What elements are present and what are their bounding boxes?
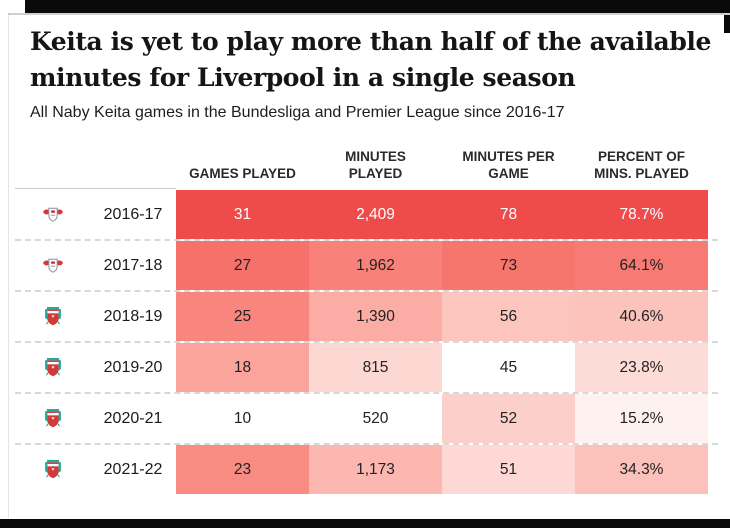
- minutes-played-cell: 1,173: [309, 445, 442, 494]
- percent-mins-cell: 15.2%: [575, 394, 708, 443]
- rb-leipzig-crest-icon: [42, 207, 64, 222]
- minutes-per-game-cell: 52: [442, 394, 575, 443]
- table-row-2016-17: 2016-17 31 2,409 78 78.7%: [15, 190, 718, 239]
- minutes-played-cell: 1,390: [309, 292, 442, 341]
- games-played-cell: 27: [176, 241, 309, 290]
- table-row-2021-22: 2021-22 23 1,173 51 34.3%: [15, 443, 718, 494]
- table-top-rule: [15, 188, 176, 189]
- table-row-2018-19: 2018-19 25 1,390 56 40.6%: [15, 290, 718, 341]
- club-crest: [15, 343, 90, 392]
- season-label: 2017-18: [103, 256, 163, 274]
- games-played-cell: 31: [176, 190, 309, 239]
- column-header-percent-mins: PERCENT OF MINS. PLAYED: [594, 149, 689, 181]
- games-played-cell: 23: [176, 445, 309, 494]
- table-row-2019-20: 2019-20 18 815 45 23.8%: [15, 341, 718, 392]
- season-label: 2016-17: [103, 205, 163, 223]
- percent-mins-cell: 78.7%: [575, 190, 708, 239]
- season-label: 2020-21: [103, 409, 163, 427]
- club-crest: [15, 394, 90, 443]
- minutes-per-game-cell: 73: [442, 241, 575, 290]
- bottom-frame-bar: [0, 519, 730, 528]
- minutes-played-cell: 2,409: [309, 190, 442, 239]
- club-crest: [15, 241, 90, 290]
- heatmap-table: 2016-17 31 2,409 78 78.7% 2017-18 27 1,9…: [15, 190, 718, 494]
- liverpool-crest-icon: [45, 409, 61, 428]
- minutes-per-game-cell: 56: [442, 292, 575, 341]
- minutes-per-game-cell: 45: [442, 343, 575, 392]
- percent-mins-cell: 23.8%: [575, 343, 708, 392]
- top-divider-line: [8, 13, 730, 15]
- top-frame-bar: [25, 0, 730, 13]
- chart-subtitle: All Naby Keita games in the Bundesliga a…: [30, 104, 565, 121]
- season-label: 2021-22: [103, 460, 163, 478]
- season-label: 2019-20: [103, 358, 163, 376]
- percent-mins-cell: 64.1%: [575, 241, 708, 290]
- club-crest: [15, 445, 90, 494]
- left-edge-line: [8, 15, 9, 518]
- column-header-minutes-per-game: MINUTES PER GAME: [462, 149, 555, 181]
- table-row-2017-18: 2017-18 27 1,962 73 64.1%: [15, 239, 718, 290]
- top-right-frame-notch: [724, 0, 730, 33]
- percent-mins-cell: 40.6%: [575, 292, 708, 341]
- season-label: 2018-19: [103, 307, 163, 325]
- minutes-per-game-cell: 51: [442, 445, 575, 494]
- rb-leipzig-crest-icon: [42, 258, 64, 273]
- liverpool-crest-icon: [45, 460, 61, 479]
- minutes-per-game-cell: 78: [442, 190, 575, 239]
- liverpool-crest-icon: [45, 358, 61, 377]
- games-played-cell: 25: [176, 292, 309, 341]
- column-header-games-played: GAMES PLAYED: [189, 166, 296, 181]
- games-played-cell: 10: [176, 394, 309, 443]
- club-crest: [15, 292, 90, 341]
- games-played-cell: 18: [176, 343, 309, 392]
- liverpool-crest-icon: [45, 307, 61, 326]
- column-header-row: GAMES PLAYED MINUTES PLAYED MINUTES PER …: [15, 136, 708, 185]
- percent-mins-cell: 34.3%: [575, 445, 708, 494]
- table-row-2020-21: 2020-21 10 520 52 15.2%: [15, 392, 718, 443]
- column-header-minutes-played: MINUTES PLAYED: [345, 149, 406, 181]
- minutes-played-cell: 520: [309, 394, 442, 443]
- minutes-played-cell: 815: [309, 343, 442, 392]
- club-crest: [15, 190, 90, 239]
- chart-title: Keita is yet to play more than half of t…: [30, 27, 712, 92]
- minutes-played-cell: 1,962: [309, 241, 442, 290]
